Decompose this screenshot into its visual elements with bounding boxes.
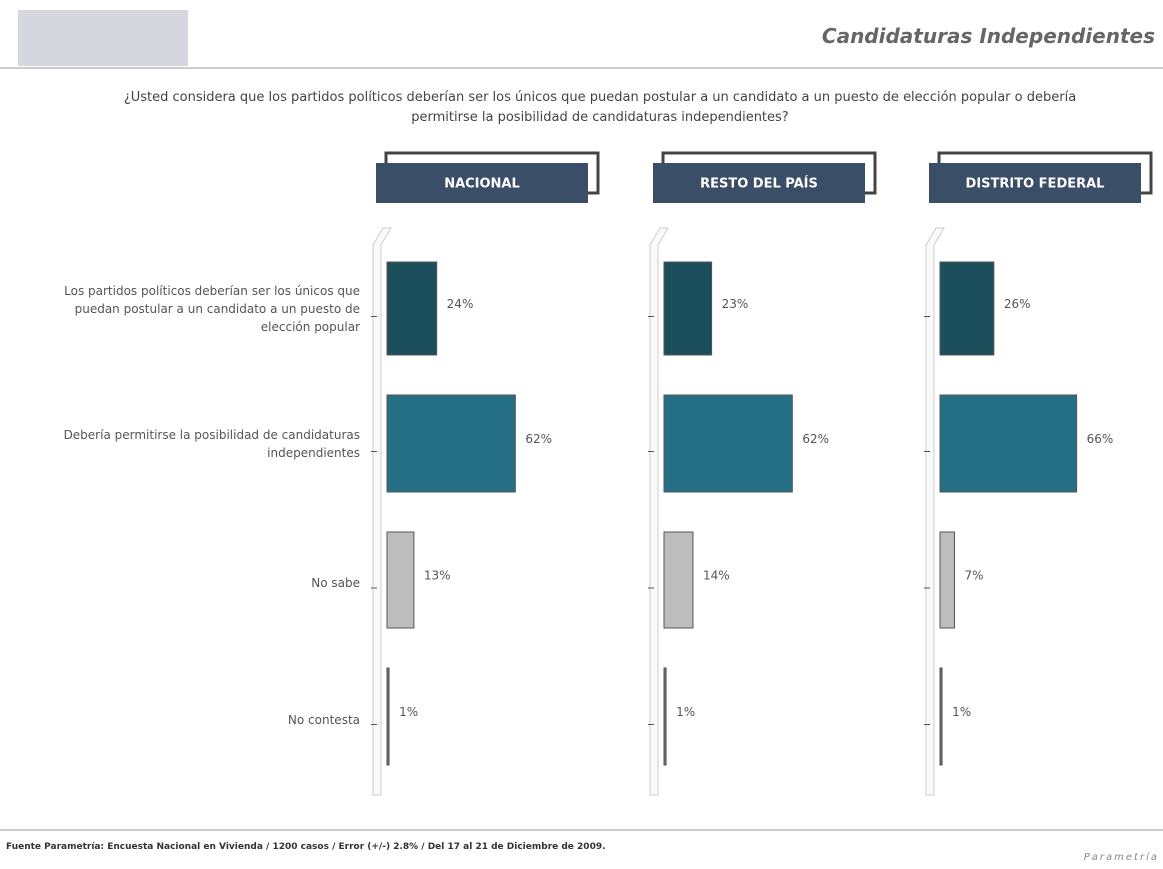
bar (939, 261, 995, 356)
value-label: 26% (1004, 297, 1031, 311)
bar (939, 667, 943, 766)
value-label: 1% (952, 705, 971, 719)
value-label: 62% (525, 432, 552, 446)
value-label: 24% (447, 297, 474, 311)
panel-header (653, 163, 865, 203)
bar-backdrop (372, 227, 392, 796)
bar (386, 667, 390, 766)
panel-header (929, 163, 1141, 203)
bar (663, 394, 793, 493)
bar-backdrop (649, 227, 669, 796)
panel-title: RESTO DEL PAÍS (700, 176, 818, 192)
value-label: 66% (1087, 432, 1114, 446)
value-label: 1% (399, 705, 418, 719)
category-label: No contesta (287, 712, 360, 727)
bar (663, 667, 667, 766)
logo: Parametría (1083, 852, 1159, 863)
bar (663, 261, 713, 356)
value-label: 1% (676, 705, 695, 719)
page-title: Candidaturas Independientes (821, 24, 1155, 48)
source-note: Fuente Parametría: Encuesta Nacional en … (6, 842, 606, 852)
question: ¿Usted considera que los partidos políti… (123, 90, 1077, 125)
value-label: 62% (802, 432, 829, 446)
panel-header (376, 163, 588, 203)
category-label: Los partidos políticos deberían ser los … (64, 283, 360, 334)
panel-title: DISTRITO FEDERAL (966, 177, 1105, 192)
bar (386, 261, 438, 356)
bar (663, 531, 694, 629)
header-image (18, 10, 188, 66)
value-label: 23% (722, 297, 749, 311)
value-label: 14% (703, 569, 730, 583)
panel-title: NACIONAL (444, 177, 520, 192)
bar-backdrop (925, 227, 945, 796)
bar (939, 531, 955, 629)
category-label: No sabe (311, 576, 360, 590)
bar (386, 531, 415, 629)
bar (386, 394, 516, 493)
value-label: 7% (964, 569, 983, 583)
bar (939, 394, 1078, 493)
category-label: Debería permitirse la posibilidad de can… (63, 427, 360, 460)
value-label: 13% (424, 569, 451, 583)
